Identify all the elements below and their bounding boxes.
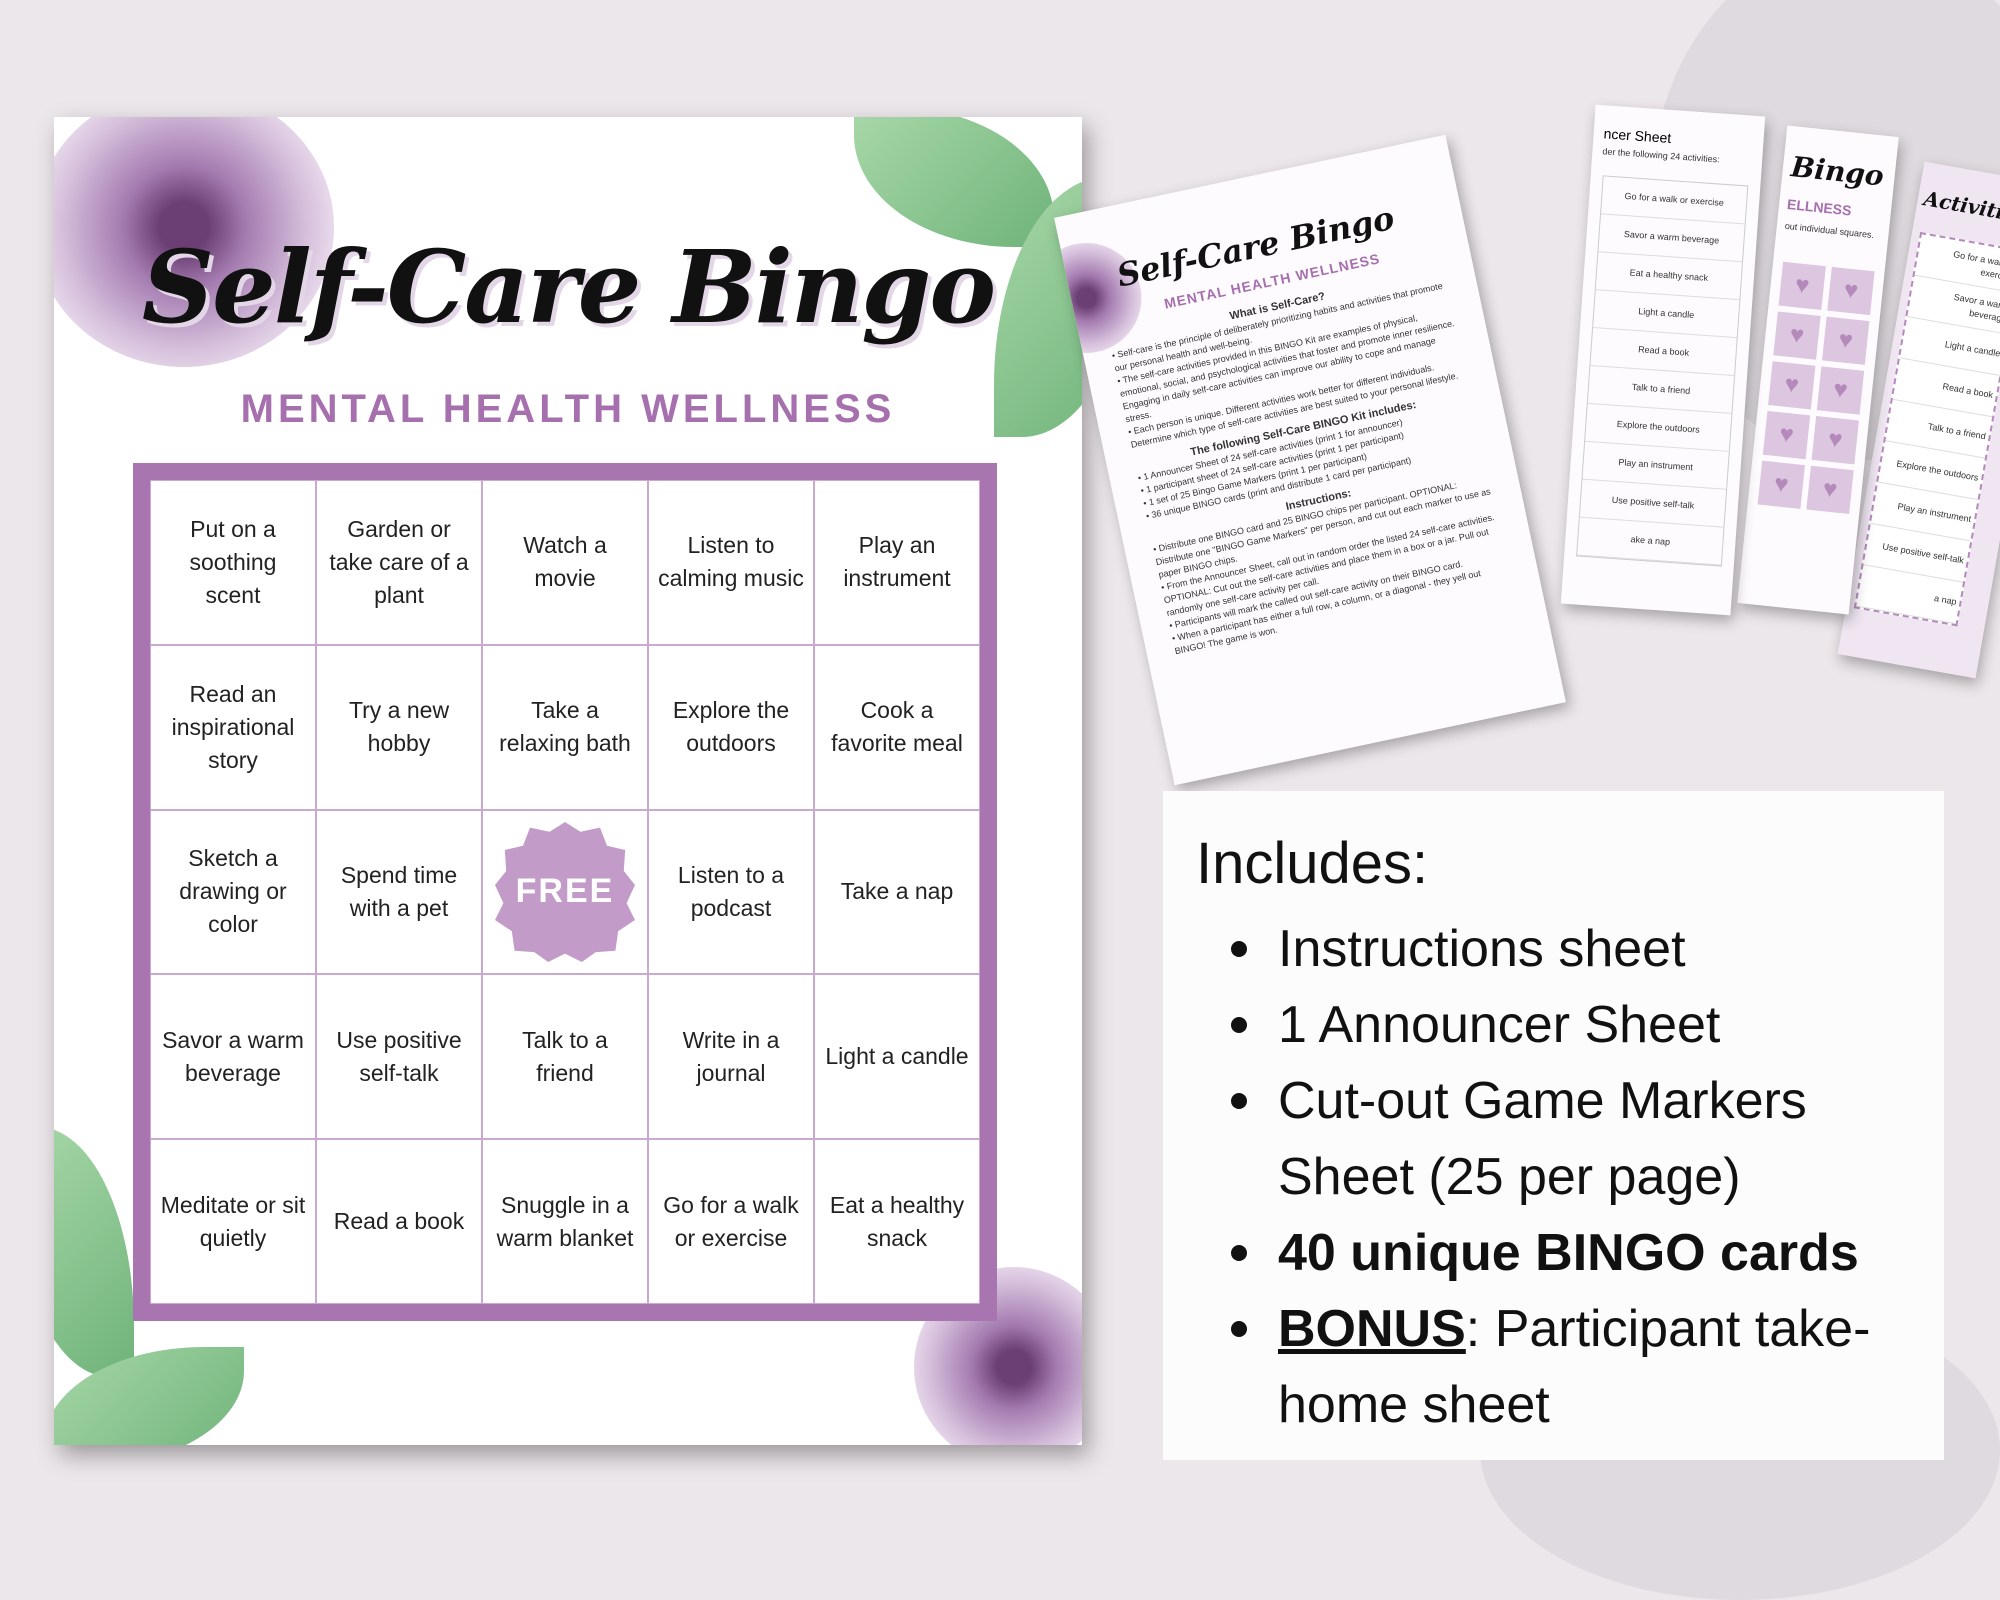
bingo-cell: Put on a soothing scent xyxy=(150,480,316,645)
bingo-grid: Put on a soothing scent Garden or take ca… xyxy=(133,463,997,1321)
bingo-cell: Eat a healthy snack xyxy=(814,1139,980,1304)
instructions-sheet: Self-Care Bingo MENTAL HEALTH WELLNESS W… xyxy=(1054,134,1566,786)
bingo-cell: Watch a movie xyxy=(482,480,648,645)
bingo-cell: Read a book xyxy=(316,1139,482,1304)
bingo-cell: Write in a journal xyxy=(648,974,814,1140)
bingo-cell: Cook a favorite meal xyxy=(814,644,980,810)
leaf-decoration xyxy=(54,1127,134,1377)
bingo-cell: Listen to a podcast xyxy=(648,809,814,975)
heart-marker-icon: ♥ xyxy=(1757,460,1805,509)
card-subtitle: MENTAL HEALTH WELLNESS xyxy=(240,387,896,431)
heart-marker-icon: ♥ xyxy=(1811,416,1859,465)
bingo-cell: Try a new hobby xyxy=(316,644,482,810)
sheet-note: out individual squares. xyxy=(1784,220,1875,241)
bingo-cell: Savor a warm beverage xyxy=(150,974,316,1140)
free-badge: FREE xyxy=(495,821,635,962)
bingo-cell: Explore the outdoors xyxy=(648,644,814,810)
heart-marker-icon: ♥ xyxy=(1822,316,1870,365)
includes-title: Includes: xyxy=(1196,831,1429,896)
bingo-card: Self-Care Bingo MENTAL HEALTH WELLNESS P… xyxy=(54,117,1082,1445)
sheet-subtitle: der the following 24 activities: xyxy=(1602,146,1721,165)
bingo-cell: Listen to calming music xyxy=(648,480,814,645)
bingo-cell: Talk to a friend xyxy=(482,974,648,1140)
bingo-cell: Sketch a drawing or color xyxy=(150,809,316,975)
includes-item: 40 unique BINGO cards xyxy=(1223,1215,1933,1291)
heart-marker-icon: ♥ xyxy=(1768,361,1816,410)
card-title: Self-Care Bingo xyxy=(141,228,996,346)
bingo-cell: Play an instrument xyxy=(814,480,980,645)
bonus-label: BONUS xyxy=(1278,1300,1466,1358)
heart-marker-icon: ♥ xyxy=(1778,261,1826,311)
includes-item-bonus: BONUS: Participant take-home sheet xyxy=(1223,1291,1933,1443)
includes-list: Instructions sheet 1 Announcer Sheet Cut… xyxy=(1223,911,1933,1443)
bingo-cell: Use positive self-talk xyxy=(316,974,482,1140)
bingo-cell-free: FREE xyxy=(482,809,648,975)
sheet-subtitle: ELLNESS xyxy=(1786,195,1853,219)
bonus-text: : Participant take-home sheet xyxy=(1278,1300,1871,1434)
bingo-cell: Light a candle xyxy=(814,974,980,1140)
bingo-cell: Snuggle in a warm blanket xyxy=(482,1139,648,1304)
bingo-cell: Garden or take care of a plant xyxy=(316,480,482,645)
includes-item: Cut-out Game Markers Sheet (25 per page) xyxy=(1223,1063,1933,1215)
heart-marker-icon: ♥ xyxy=(1773,311,1821,360)
bingo-cell: Go for a walk or exercise xyxy=(648,1139,814,1304)
sheet-title: Bingo xyxy=(1789,150,1886,193)
flower-decoration xyxy=(54,117,334,367)
heart-marker-icon: ♥ xyxy=(1816,366,1865,415)
heart-marker-icon: ♥ xyxy=(1806,465,1854,515)
sheet-title: Activities xyxy=(1922,186,2000,229)
heart-marker-icon: ♥ xyxy=(1762,410,1811,460)
includes-panel: Includes: Instructions sheet 1 Announcer… xyxy=(1163,791,1944,1460)
bingo-cell: Spend time with a pet xyxy=(316,809,482,975)
bingo-cell: Take a relaxing bath xyxy=(482,644,648,810)
sheet-title: ncer Sheet xyxy=(1603,125,1672,147)
includes-item: 1 Announcer Sheet xyxy=(1223,987,1933,1063)
heart-marker-icon: ♥ xyxy=(1827,266,1875,316)
bingo-cell: Meditate or sit quietly xyxy=(150,1139,316,1304)
announcer-sheet: ncer Sheet der the following 24 activiti… xyxy=(1560,104,1766,616)
bingo-cell: Read an inspirational story xyxy=(150,644,316,810)
bingo-cell: Take a nap xyxy=(814,809,980,975)
includes-item: Instructions sheet xyxy=(1223,911,1933,987)
